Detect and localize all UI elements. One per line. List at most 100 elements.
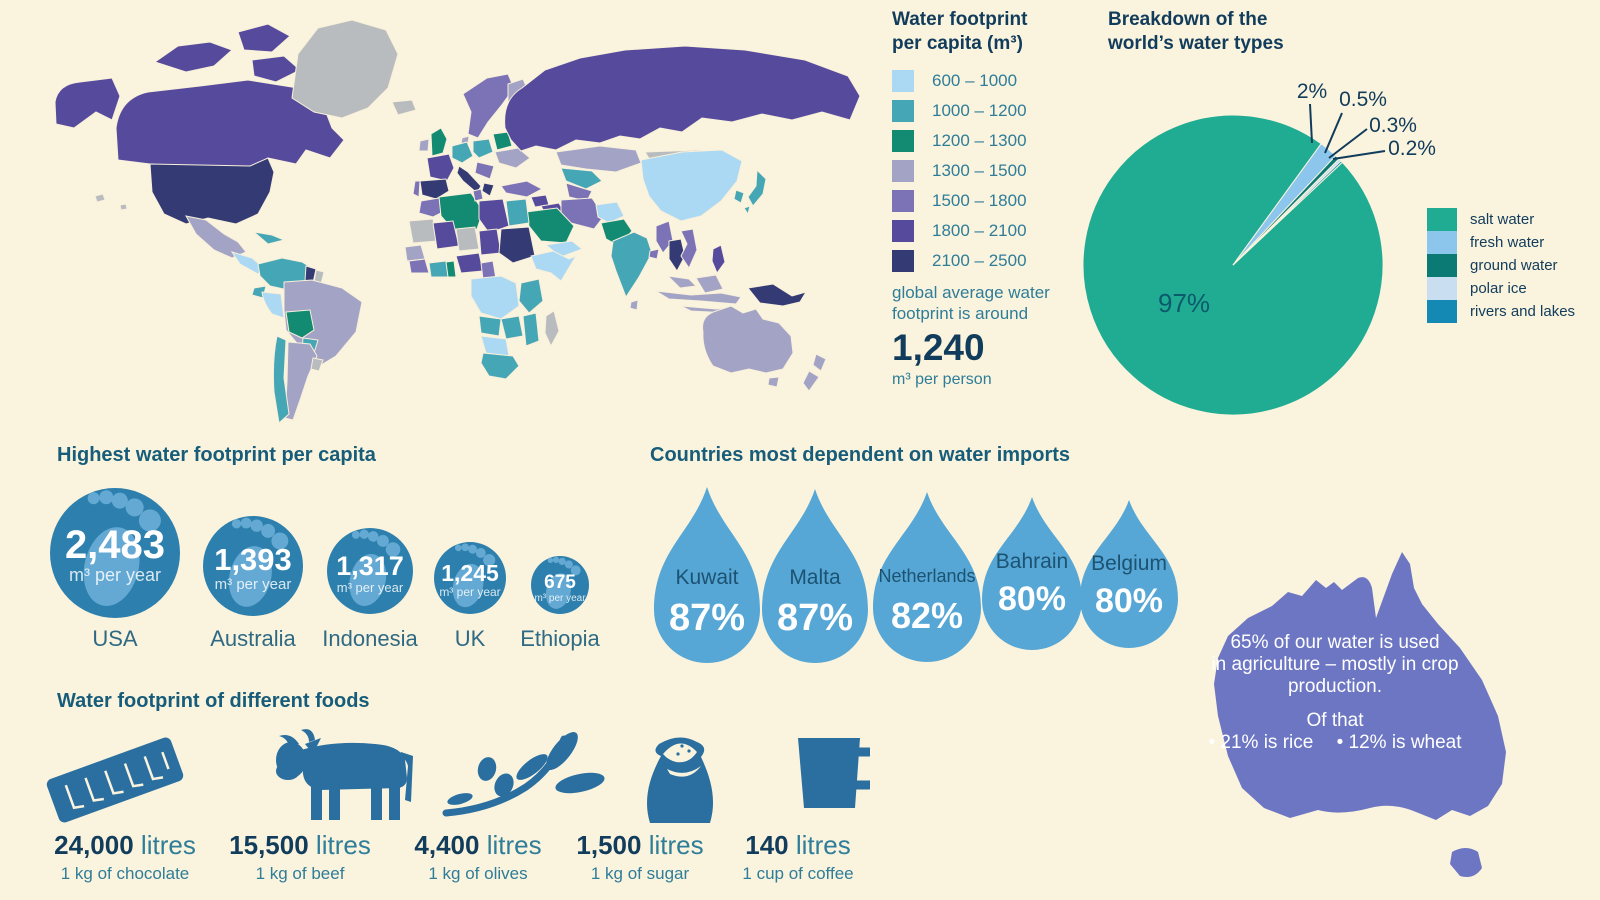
map-region-balkans (474, 161, 495, 180)
legend-range-label: 1000 – 1200 (932, 101, 1027, 120)
footprint-country-label: Indonesia (322, 626, 418, 651)
map-region-spain (419, 178, 450, 200)
map-region-madagascar (544, 310, 560, 348)
legend-range-label: 2100 – 2500 (932, 251, 1027, 270)
import-percent-label: 80% (998, 580, 1066, 618)
map-region-drc (470, 275, 520, 320)
map-region-japan (743, 168, 767, 216)
map-region-egypt (505, 198, 530, 227)
map-region-australia (702, 305, 794, 388)
footprint-value: 1,245 (441, 560, 499, 586)
global-average-note-line2: footprint is around (892, 304, 1029, 323)
map-region-uzbekistan (560, 167, 603, 190)
legend-item: 2100 – 2500 (892, 250, 1092, 272)
map-region-angola (478, 315, 502, 337)
import-item-malta: Malta 87% (762, 489, 868, 663)
coffee-mug-icon (798, 738, 870, 808)
water-drop-icon (654, 487, 760, 663)
map-region-argentina (284, 341, 318, 421)
pie-legend-label: fresh water (1470, 234, 1545, 251)
map-region-tunisia (472, 188, 484, 202)
food-item-beef: 15,500 litres 1 kg of beef (185, 830, 415, 884)
pie-slice-rivers-lakes (1232, 160, 1344, 266)
food-value-number: 140 (745, 830, 789, 860)
footprint-item-indonesia: 1,317 m³ per year Indonesia (322, 528, 418, 651)
food-label: 1 kg of olives (428, 864, 528, 883)
food-label: 1 cup of coffee (742, 864, 854, 883)
footprint-item-usa: 2,483 m³ per year USA (50, 488, 180, 651)
footprint-unit: m³ per year (215, 576, 292, 593)
map-region-canada (115, 79, 345, 171)
australia-annotation: 65% of our water is used in agriculture … (1165, 632, 1505, 754)
footprint-item-ethiopia: 675 m³ per year Ethiopia (520, 556, 601, 651)
sugar-bag-icon (647, 737, 714, 823)
pie-legend-swatch-fresh (1427, 231, 1457, 254)
map-region-russia (504, 45, 861, 152)
map-region-guinea (408, 258, 430, 274)
global-average-note: global average water footprint is around (892, 282, 1092, 324)
australia-map (1214, 552, 1506, 877)
water-drop-icon (1080, 500, 1178, 648)
map-region-horn-of-africa (530, 250, 578, 282)
import-percent-label: 80% (1095, 582, 1163, 620)
footprint-item-uk: 1,245 m³ per year UK (434, 542, 506, 651)
pie-legend-item: fresh water (1427, 231, 1575, 254)
food-item-sugar: 1,500 litres 1 kg of sugar (525, 830, 755, 884)
footprint-icon (452, 543, 496, 608)
pie-label-salt-water: 97% (1158, 288, 1210, 318)
import-percent-label: 82% (891, 595, 963, 636)
map-region-uk (430, 127, 448, 157)
pie-legend-swatch-rivers (1427, 300, 1457, 323)
legend-range-label: 1300 – 1500 (932, 161, 1027, 180)
map-region-south-africa (480, 352, 520, 380)
cow-icon (276, 729, 413, 820)
spacer (1165, 698, 1505, 710)
map-region-philippines (711, 244, 726, 275)
footprint-value: 675 (544, 572, 576, 593)
pie-legend-label: rivers and lakes (1470, 303, 1576, 320)
footprint-value: 2,483 (65, 523, 165, 567)
footprint-country-label: USA (92, 626, 138, 651)
map-region-papua-new-guinea (747, 283, 808, 307)
legend-swatch-1800-2100 (892, 220, 914, 242)
footprint-country-label: Ethiopia (520, 626, 600, 651)
import-percent-label: 87% (669, 597, 745, 639)
import-item-netherlands: Netherlands 82% (873, 492, 981, 662)
pie-legend-label: ground water (1470, 257, 1558, 274)
chocolate-bar-icon (46, 737, 184, 823)
legend-item: 1300 – 1500 (892, 160, 1092, 182)
map-region-borneo (695, 274, 724, 294)
food-value-unit: litres (140, 830, 196, 860)
map-region-cuba (252, 231, 286, 245)
australia-text-line3: production. (1287, 676, 1382, 697)
food-value-number: 15,500 (229, 830, 309, 860)
map-region-greenland (291, 19, 399, 119)
australia-map-shape (1214, 552, 1506, 820)
map-region-germany (451, 141, 474, 164)
footprint-unit: m³ per year (69, 565, 161, 585)
food-value: 140 litres (683, 830, 913, 861)
map-region-belarus (492, 131, 513, 151)
legend-range-label: 1800 – 2100 (932, 221, 1027, 240)
section-heading-footprints: Highest water footprint per capita (57, 444, 376, 466)
map-region-niger (455, 226, 480, 252)
food-value-number: 4,400 (414, 830, 480, 860)
section-heading-foods: Water footprint of different foods (57, 690, 370, 712)
olive-branch-icon (442, 732, 605, 817)
footprint-circles-chart: 2,483 m³ per year USA 1,393 m³ per year … (50, 488, 601, 651)
map-region-iceland (391, 99, 417, 116)
global-average-note-line1: global average water (892, 283, 1050, 302)
map-legend-items: 600 – 1000 1000 – 1200 1200 – 1300 1300 … (892, 70, 1092, 272)
australia-bullets: • 21% is rice • 12% is wheat (1165, 732, 1505, 754)
section-heading-imports: Countries most dependent on water import… (650, 444, 1071, 466)
pie-title-line1: Breakdown of the (1108, 9, 1268, 30)
map-legend: Water footprint per capita (m³) 600 – 10… (892, 8, 1092, 389)
pie-label-fresh-water: 2% (1297, 80, 1327, 103)
footprint-icon (545, 556, 581, 609)
legend-swatch-1300-1500 (892, 160, 914, 182)
tasmania-shape (1450, 848, 1482, 877)
import-country-label: Netherlands (878, 566, 975, 586)
footprint-icon (228, 517, 289, 607)
map-region-greece (481, 182, 495, 197)
